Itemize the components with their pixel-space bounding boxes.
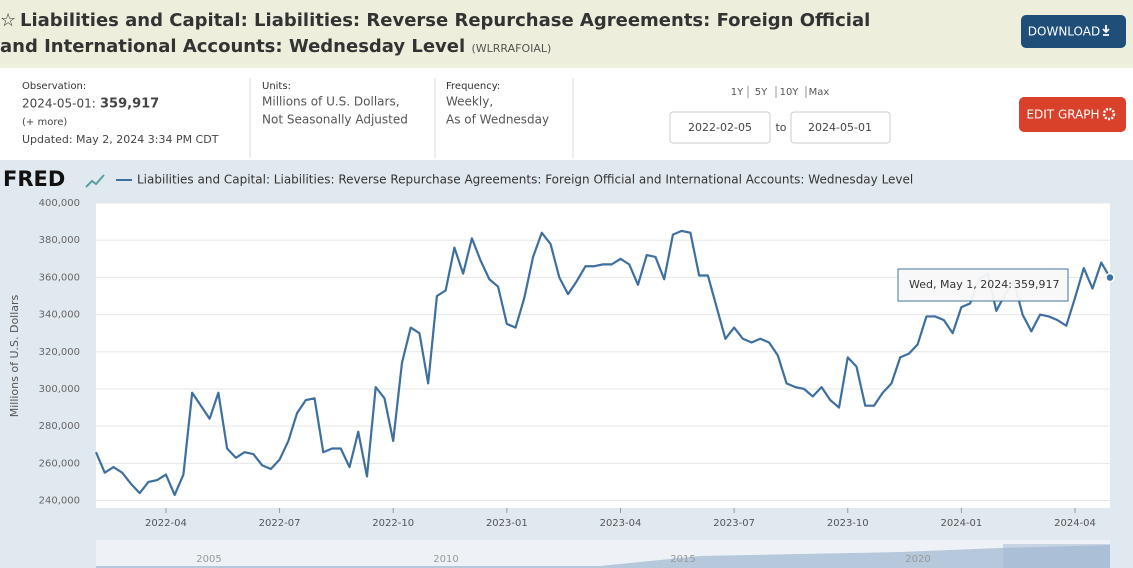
x-tick-label: 2022-07 xyxy=(259,518,301,529)
y-tick-label: 320,000 xyxy=(39,347,80,358)
navigator-label: 2015 xyxy=(670,554,695,565)
start-date[interactable]: 2022-02-05 xyxy=(688,121,752,134)
observation-date: 2024-05-01: xyxy=(22,97,96,111)
range-link[interactable]: 5Y xyxy=(755,87,768,98)
more-link[interactable]: (+ more) xyxy=(22,117,67,128)
navigator-area xyxy=(96,545,1110,568)
header-band xyxy=(0,0,1133,68)
tooltip-label: Wed, May 1, 2024: xyxy=(909,278,1012,291)
x-tick-label: 2023-04 xyxy=(600,518,642,529)
to-label: to xyxy=(775,121,786,134)
edit-graph-button[interactable] xyxy=(1019,97,1126,132)
logo-icon xyxy=(85,174,105,188)
plot-background xyxy=(96,203,1110,508)
end-date-input[interactable] xyxy=(790,111,891,144)
navigator-selection[interactable] xyxy=(1003,544,1110,568)
range-link[interactable]: Max xyxy=(809,87,830,98)
observation-label: Observation: xyxy=(22,81,86,92)
y-tick-label: 240,000 xyxy=(39,496,80,507)
y-tick-label: 340,000 xyxy=(39,310,80,321)
legend-label: Liabilities and Capital: Liabilities: Re… xyxy=(137,173,913,187)
y-tick-label: 280,000 xyxy=(39,421,80,432)
frequency: As of Wednesday xyxy=(446,113,549,127)
edit-graph-label[interactable]: EDIT GRAPH xyxy=(1026,108,1099,122)
x-tick-label: 2024-01 xyxy=(940,518,982,529)
observation-value: 359,917 xyxy=(100,97,159,112)
x-tick-label: 2022-10 xyxy=(372,518,414,529)
series-id: (WLRRAFOIAL) xyxy=(471,42,552,55)
download-label[interactable]: DOWNLOAD xyxy=(1028,25,1100,39)
series-line xyxy=(94,229,1111,497)
y-tick-label: 380,000 xyxy=(39,235,80,246)
units: Not Seasonally Adjusted xyxy=(262,113,408,127)
units-label: Units: xyxy=(262,81,291,92)
frequency: Weekly, xyxy=(446,95,493,109)
range-link[interactable]: 1Y xyxy=(731,87,744,98)
start-date-input[interactable] xyxy=(669,111,771,144)
info-panel xyxy=(0,68,1133,160)
star-icon[interactable]: ☆ xyxy=(0,10,17,31)
x-tick-label: 2023-07 xyxy=(713,518,755,529)
title: ☆ Liabilities and Capital: Liabilities: R… xyxy=(0,8,900,62)
navigator-label: 2010 xyxy=(433,554,458,565)
x-tick-label: 2023-01 xyxy=(486,518,528,529)
range-link[interactable]: 10Y xyxy=(780,87,800,98)
x-tick-label: 2022-04 xyxy=(145,518,187,529)
x-tick-label: 2023-10 xyxy=(827,518,869,529)
y-tick-label: 400,000 xyxy=(39,198,80,209)
tooltip xyxy=(897,268,1069,302)
y-axis-label: Millions of U.S. Dollars xyxy=(8,294,21,417)
series-title: Liabilities and Capital: Liabilities: Re… xyxy=(0,10,871,57)
x-tick-label: 2024-04 xyxy=(1054,518,1096,529)
tooltip-value: 359,917 xyxy=(1014,278,1060,291)
hover-marker xyxy=(1105,272,1115,283)
units: Millions of U.S. Dollars, xyxy=(262,95,400,109)
gear-icon xyxy=(1102,107,1116,121)
download-button[interactable] xyxy=(1021,15,1126,48)
frequency-label: Frequency: xyxy=(446,81,500,92)
y-tick-label: 360,000 xyxy=(39,272,80,283)
end-date[interactable]: 2024-05-01 xyxy=(808,121,872,134)
navigator-label: 2020 xyxy=(905,554,930,565)
navigator-label: 2005 xyxy=(196,554,221,565)
fred-logo: FRED xyxy=(3,167,65,191)
download-icon xyxy=(1102,25,1110,36)
y-tick-label: 300,000 xyxy=(39,384,80,395)
updated: Updated: May 2, 2024 3:34 PM CDT xyxy=(22,133,219,146)
y-tick-label: 260,000 xyxy=(39,458,80,469)
